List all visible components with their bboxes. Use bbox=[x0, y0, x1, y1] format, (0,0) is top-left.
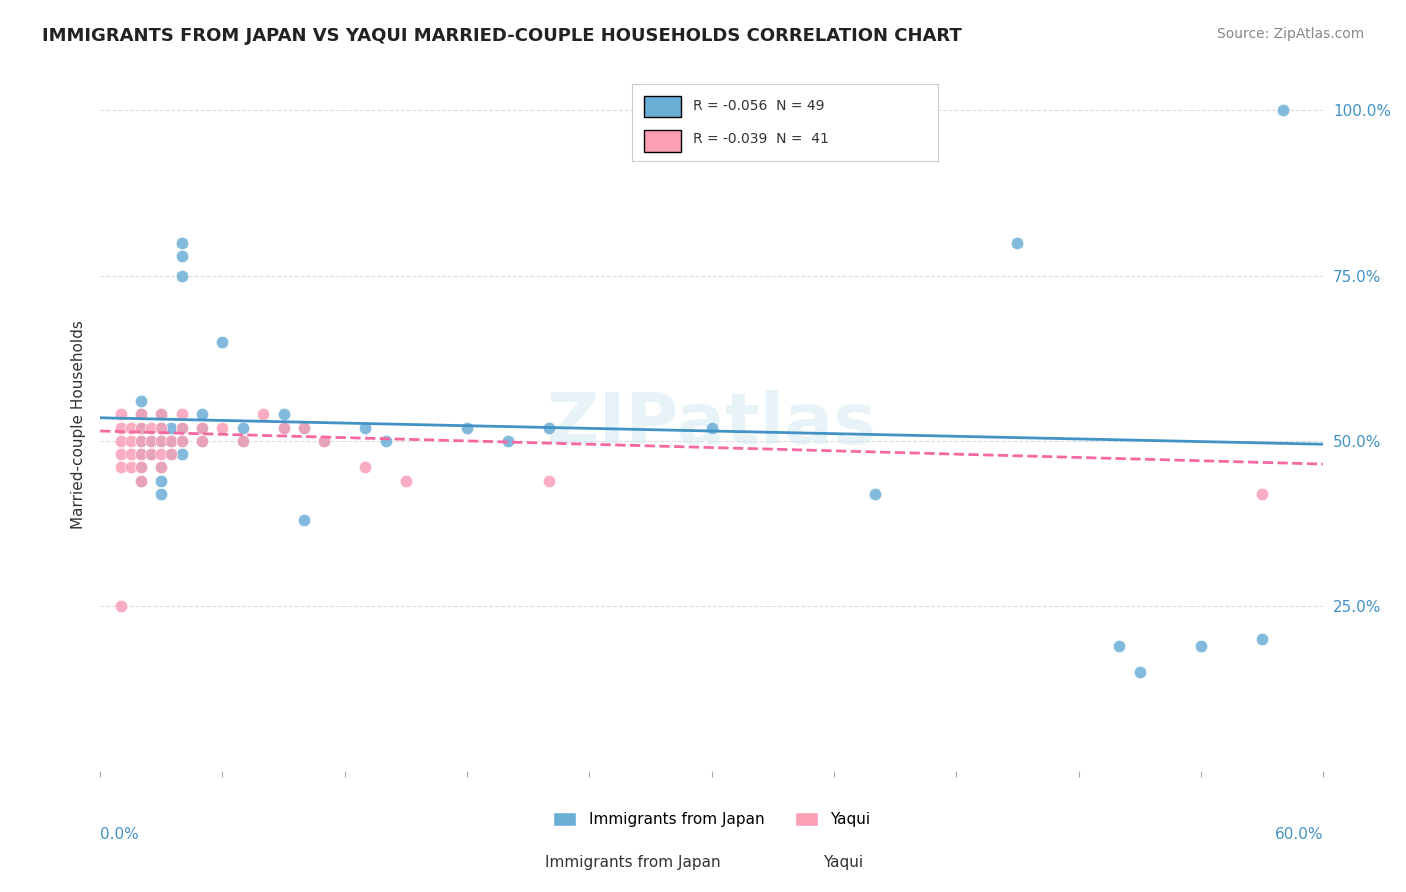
Point bbox=[537, 474, 560, 488]
Point bbox=[160, 434, 183, 448]
Point bbox=[129, 408, 152, 422]
Point bbox=[191, 408, 214, 422]
Point bbox=[496, 434, 519, 448]
Point bbox=[120, 447, 142, 461]
Point bbox=[150, 408, 173, 422]
Point bbox=[273, 420, 295, 434]
Point bbox=[110, 408, 132, 422]
Text: 60.0%: 60.0% bbox=[1275, 827, 1323, 842]
Point bbox=[160, 420, 183, 434]
Point bbox=[160, 434, 183, 448]
Point bbox=[150, 447, 173, 461]
Point bbox=[170, 434, 193, 448]
Point bbox=[139, 434, 162, 448]
Point bbox=[129, 420, 152, 434]
Point bbox=[1251, 632, 1274, 647]
Point bbox=[252, 408, 274, 422]
Point bbox=[139, 447, 162, 461]
Point bbox=[120, 420, 142, 434]
Point bbox=[150, 434, 173, 448]
Point bbox=[292, 420, 315, 434]
Point bbox=[170, 420, 193, 434]
Point bbox=[129, 460, 152, 475]
Point bbox=[170, 249, 193, 263]
Point bbox=[232, 420, 254, 434]
Text: Yaqui: Yaqui bbox=[824, 855, 863, 870]
Point bbox=[1129, 665, 1152, 680]
Point bbox=[374, 434, 396, 448]
Point bbox=[292, 420, 315, 434]
Point bbox=[314, 434, 336, 448]
Point bbox=[160, 447, 183, 461]
Point bbox=[314, 434, 336, 448]
Point bbox=[170, 268, 193, 283]
Point bbox=[354, 460, 377, 475]
Point bbox=[537, 420, 560, 434]
Point bbox=[170, 420, 193, 434]
Point bbox=[120, 434, 142, 448]
Point bbox=[120, 460, 142, 475]
Point bbox=[110, 434, 132, 448]
Point bbox=[139, 420, 162, 434]
Point bbox=[129, 447, 152, 461]
Text: 0.0%: 0.0% bbox=[100, 827, 139, 842]
Point bbox=[191, 434, 214, 448]
Point bbox=[863, 487, 886, 501]
Point bbox=[150, 460, 173, 475]
Point bbox=[170, 408, 193, 422]
Point bbox=[150, 408, 173, 422]
Point bbox=[395, 474, 418, 488]
Point bbox=[160, 447, 183, 461]
Text: IMMIGRANTS FROM JAPAN VS YAQUI MARRIED-COUPLE HOUSEHOLDS CORRELATION CHART: IMMIGRANTS FROM JAPAN VS YAQUI MARRIED-C… bbox=[42, 27, 962, 45]
Point bbox=[129, 394, 152, 409]
Point bbox=[170, 447, 193, 461]
Legend: Immigrants from Japan, Yaqui: Immigrants from Japan, Yaqui bbox=[547, 805, 876, 833]
Y-axis label: Married-couple Households: Married-couple Households bbox=[72, 320, 86, 529]
Point bbox=[273, 408, 295, 422]
Point bbox=[1108, 639, 1130, 653]
Point bbox=[129, 434, 152, 448]
Point bbox=[150, 460, 173, 475]
Point bbox=[1007, 235, 1029, 250]
Point bbox=[110, 420, 132, 434]
Text: ZIPatlas: ZIPatlas bbox=[547, 390, 877, 458]
Point bbox=[129, 408, 152, 422]
Point bbox=[129, 434, 152, 448]
Point bbox=[139, 447, 162, 461]
Point bbox=[1189, 639, 1212, 653]
Text: Source: ZipAtlas.com: Source: ZipAtlas.com bbox=[1216, 27, 1364, 41]
Point bbox=[129, 474, 152, 488]
Point bbox=[232, 434, 254, 448]
Point bbox=[456, 420, 478, 434]
Point bbox=[191, 434, 214, 448]
Point bbox=[110, 460, 132, 475]
Point bbox=[170, 235, 193, 250]
Point bbox=[129, 474, 152, 488]
Point bbox=[110, 447, 132, 461]
Point bbox=[1251, 487, 1274, 501]
Point bbox=[191, 420, 214, 434]
Point bbox=[150, 487, 173, 501]
Point bbox=[273, 420, 295, 434]
Point bbox=[150, 474, 173, 488]
Point bbox=[211, 334, 233, 349]
Point bbox=[292, 513, 315, 527]
Point bbox=[110, 599, 132, 614]
Text: Immigrants from Japan: Immigrants from Japan bbox=[546, 855, 720, 870]
Point bbox=[659, 103, 682, 118]
Point bbox=[232, 434, 254, 448]
Point bbox=[150, 420, 173, 434]
Point bbox=[150, 420, 173, 434]
Point bbox=[129, 447, 152, 461]
Point bbox=[129, 420, 152, 434]
Point bbox=[191, 420, 214, 434]
Point bbox=[139, 434, 162, 448]
Point bbox=[211, 420, 233, 434]
Point bbox=[129, 460, 152, 475]
Point bbox=[1271, 103, 1294, 118]
Point bbox=[354, 420, 377, 434]
Point bbox=[700, 420, 723, 434]
Point bbox=[170, 434, 193, 448]
Point bbox=[150, 434, 173, 448]
